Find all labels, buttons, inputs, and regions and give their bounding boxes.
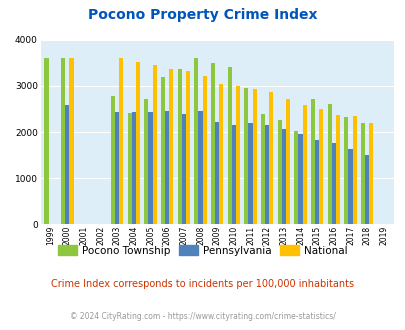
Bar (314, 140, 318, 224)
Bar (231, 125, 235, 224)
Bar (335, 115, 339, 224)
Legend: Pocono Township, Pennsylvania, National: Pocono Township, Pennsylvania, National (54, 241, 351, 260)
Bar (235, 86, 239, 224)
Text: Crime Index corresponds to incidents per 100,000 inhabitants: Crime Index corresponds to incidents per… (51, 279, 354, 289)
Bar (227, 67, 231, 224)
Bar (343, 117, 347, 224)
Bar (244, 88, 248, 224)
Bar (61, 58, 65, 224)
Bar (165, 111, 169, 224)
Bar (260, 115, 264, 224)
Bar (269, 92, 273, 224)
Bar (364, 155, 368, 224)
Bar (115, 112, 119, 224)
Bar (132, 112, 136, 224)
Bar (331, 143, 335, 224)
Bar (69, 58, 73, 224)
Bar (277, 120, 281, 224)
Bar (65, 105, 69, 224)
Bar (144, 99, 148, 224)
Bar (111, 96, 115, 224)
Bar (127, 113, 132, 224)
Bar (185, 72, 190, 224)
Bar (327, 104, 331, 224)
Bar (310, 99, 314, 224)
Bar (202, 76, 206, 224)
Bar (264, 125, 269, 224)
Bar (119, 58, 123, 224)
Bar (285, 99, 290, 224)
Bar (248, 123, 252, 224)
Bar (347, 148, 352, 224)
Text: Pocono Property Crime Index: Pocono Property Crime Index (88, 8, 317, 22)
Bar (252, 88, 256, 224)
Bar (148, 112, 152, 224)
Bar (211, 63, 215, 224)
Bar (294, 131, 298, 224)
Bar (215, 122, 219, 224)
Bar (302, 105, 306, 224)
Bar (169, 69, 173, 224)
Bar (360, 123, 364, 224)
Bar (160, 78, 165, 224)
Bar (198, 111, 202, 224)
Bar (281, 129, 285, 224)
Bar (194, 58, 198, 224)
Text: © 2024 CityRating.com - https://www.cityrating.com/crime-statistics/: © 2024 CityRating.com - https://www.city… (70, 312, 335, 321)
Bar (181, 115, 185, 224)
Bar (368, 123, 373, 224)
Bar (44, 58, 48, 224)
Bar (318, 109, 323, 224)
Bar (177, 69, 181, 224)
Bar (352, 116, 356, 224)
Bar (298, 134, 302, 224)
Bar (136, 62, 140, 224)
Bar (152, 65, 156, 224)
Bar (219, 84, 223, 224)
